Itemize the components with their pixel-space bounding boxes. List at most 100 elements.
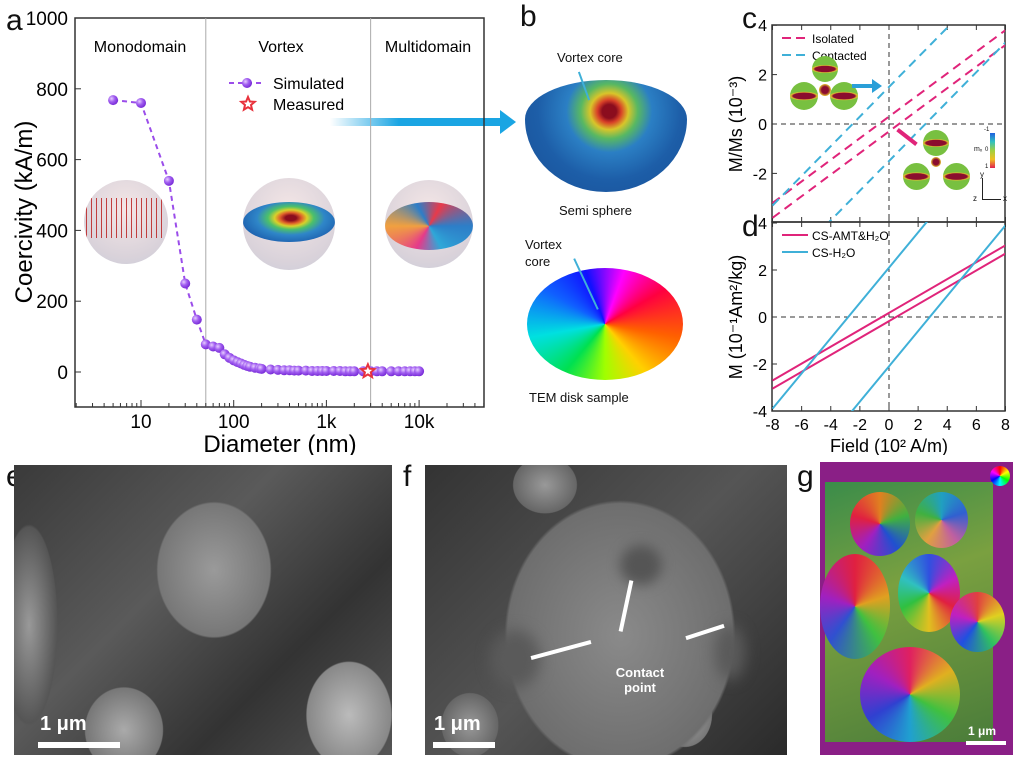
legend-measured-label: Measured <box>273 97 344 114</box>
simulated-line <box>112 99 420 373</box>
semi-sphere-label: Semi sphere <box>559 203 632 218</box>
semi-sphere-image <box>525 80 687 192</box>
simulated-point <box>108 95 119 106</box>
legend-measured-marker <box>238 94 258 112</box>
scale-bar-f <box>433 742 495 748</box>
axis-y-arrow <box>982 178 983 200</box>
scale-bar-e <box>38 742 120 748</box>
series-line-0 <box>772 252 1005 390</box>
y-axis-title: Coercivity (kA/m) <box>11 121 38 304</box>
y-tick-label: -2 <box>753 166 767 183</box>
color-wheel-icon <box>990 466 1010 486</box>
series-line-1 <box>827 41 1005 222</box>
simulated-point <box>377 366 388 377</box>
vortex-core-label-2: core <box>525 254 551 269</box>
y-tick-label: 600 <box>36 151 68 172</box>
tem-disk-label: TEM disk sample <box>529 390 629 405</box>
link-arrow-head-icon <box>500 110 516 134</box>
x-tick-label: 6 <box>972 417 981 434</box>
simulated-point <box>293 365 304 376</box>
x-tick-label: -2 <box>853 417 867 434</box>
monodomain-inset <box>84 180 168 264</box>
vortex-core-label-1: Vortex <box>525 237 562 252</box>
colorbar-tick-bottom: 1 <box>985 164 989 170</box>
tem-disk-image <box>527 268 683 380</box>
x-tick-label: 1k <box>316 412 337 433</box>
series-line-1 <box>772 25 952 207</box>
sem-image-f: Contact point 1 μm <box>425 465 787 755</box>
y-tick-label: -2 <box>753 357 767 374</box>
y-tick-label: 4 <box>758 18 767 35</box>
isolated-cluster-inset <box>903 130 971 192</box>
y-tick-label: 0 <box>57 363 68 384</box>
series-line-0 <box>772 29 1005 204</box>
simulated-point <box>349 366 360 377</box>
simulated-point <box>321 365 332 376</box>
simulated-point <box>191 314 202 325</box>
y-tick-label: 0 <box>758 117 767 134</box>
contact-point-label-1: Contact <box>615 665 665 680</box>
scale-bar-g <box>966 741 1006 745</box>
panel-label-b: b <box>520 0 537 33</box>
contact-point-right <box>715 625 745 680</box>
simulated-point <box>414 366 425 377</box>
region-label: Monodomain <box>94 39 187 56</box>
y-tick-label: 800 <box>36 80 68 101</box>
axis-x-arrow <box>983 199 1001 200</box>
colorbar-tick-top: -1 <box>984 127 990 133</box>
contact-point-label-2: point <box>624 680 656 695</box>
x-tick-label: 8 <box>1001 417 1010 434</box>
scale-label-e: 1 μm <box>40 713 87 735</box>
contact-arrow-left <box>530 640 592 660</box>
x-axis-title: Field (10² A/m) <box>830 436 948 455</box>
contact-point-label: Contact point <box>610 665 670 695</box>
chart-a-frame <box>74 17 485 408</box>
x-tick-label: 2 <box>914 417 923 434</box>
axis-z-label: z <box>973 194 977 203</box>
colorbar-label: mₓ <box>974 146 983 153</box>
y-tick-label: 2 <box>758 68 767 85</box>
x-tick-label: 100 <box>218 412 250 433</box>
sem-image-e: 1 μm <box>14 465 392 755</box>
simulated-point <box>386 366 397 377</box>
panel-label-f: f <box>403 460 412 493</box>
vortex-inset <box>243 178 335 270</box>
x-tick-label: 10k <box>404 412 435 433</box>
y-tick-label: 400 <box>36 221 68 242</box>
x-tick-label: -4 <box>824 417 838 434</box>
y-tick-label: 200 <box>36 292 68 313</box>
region-label: Multidomain <box>385 39 471 56</box>
x-axis-title: Diameter (nm) <box>203 431 356 455</box>
scale-label-g: 1 μm <box>968 724 997 738</box>
y-axis-title: M (10⁻¹Am²/kg) <box>726 255 746 380</box>
axis-x-label: x <box>1003 194 1007 203</box>
x-tick-label: -6 <box>795 417 809 434</box>
contact-arrow-up <box>618 580 634 632</box>
vortex-core-label-top: Vortex core <box>557 50 623 65</box>
simulated-point <box>163 175 174 186</box>
series-line-0 <box>772 244 1005 382</box>
holography-image-g: 1 μm <box>820 462 1013 755</box>
simulated-point <box>136 97 146 108</box>
panel-label-d: d <box>742 210 759 243</box>
x-tick-label: 4 <box>943 417 952 434</box>
y-tick-label: 0 <box>758 310 767 327</box>
simulated-point <box>256 363 267 374</box>
y-tick-label: 2 <box>758 263 767 280</box>
multidomain-inset <box>385 180 473 268</box>
link-arrow <box>330 118 502 126</box>
simulated-point <box>180 278 191 289</box>
legend-label-1: CS-H₂O <box>812 246 855 260</box>
panel-label-c: c <box>742 2 757 35</box>
legend-simulated-label: Simulated <box>273 76 344 93</box>
colorbar-tick-mid: 0 <box>985 147 989 153</box>
series-line-0 <box>772 44 1005 219</box>
y-tick-label: -4 <box>753 404 767 421</box>
y-tick-label: 4 <box>758 216 767 233</box>
measured-point <box>358 361 377 380</box>
contact-point-top <box>620 545 662 585</box>
y-axis-title: M/Ms (10⁻³) <box>726 76 746 173</box>
scale-label-f: 1 μm <box>434 713 481 735</box>
series-line-1 <box>772 222 929 410</box>
region-label: Vortex <box>258 39 303 56</box>
